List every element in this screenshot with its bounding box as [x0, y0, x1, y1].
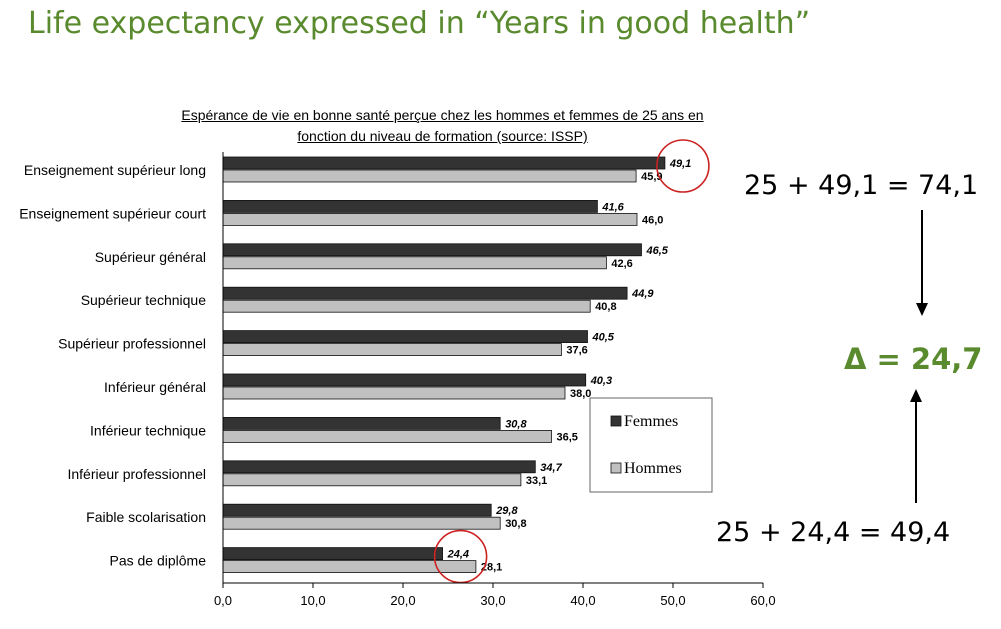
data-label-femmes: 29,8	[495, 505, 518, 517]
data-label-hommes: 37,6	[566, 345, 587, 357]
x-tick-label: 40,0	[570, 593, 595, 608]
data-label-femmes: 44,9	[631, 288, 654, 300]
x-tick-label: 50,0	[660, 593, 685, 608]
data-label-hommes: 38,0	[570, 388, 591, 400]
category-labels: Enseignement supérieur long Enseignement …	[19, 162, 206, 569]
x-tick-label: 20,0	[390, 593, 415, 608]
bar-femmes	[223, 157, 665, 169]
x-tick-label: 0,0	[214, 593, 232, 608]
bar-femmes	[223, 287, 627, 299]
x-tick-label: 30,0	[480, 593, 505, 608]
category-label: Enseignement supérieur court	[19, 205, 206, 221]
equation-top: 25 + 49,1 = 74,1	[744, 170, 978, 201]
data-label-femmes: 49,1	[669, 158, 691, 170]
bar-femmes	[223, 504, 491, 516]
legend-label-femmes: Femmes	[624, 413, 678, 430]
bar-femmes	[223, 417, 500, 429]
data-label-femmes: 30,8	[505, 418, 527, 430]
bar-hommes	[223, 344, 561, 356]
bar-femmes	[223, 331, 588, 343]
bar-femmes	[223, 200, 597, 212]
bars-layer: 49,145,941,646,046,542,644,940,840,537,6…	[223, 140, 709, 583]
category-label: Inférieur professionnel	[67, 466, 206, 482]
bar-hommes	[223, 170, 636, 182]
legend-label-hommes: Hommes	[624, 460, 682, 477]
category-label: Supérieur général	[95, 249, 206, 265]
category-label: Enseignement supérieur long	[24, 162, 206, 178]
category-label: Inférieur général	[104, 379, 206, 395]
data-label-femmes: 40,5	[592, 332, 615, 344]
category-label: Supérieur professionnel	[58, 336, 206, 352]
data-label-hommes: 40,8	[595, 301, 616, 313]
bar-hommes	[223, 213, 637, 225]
data-label-femmes: 40,3	[590, 375, 612, 387]
data-label-femmes: 41,6	[601, 201, 624, 213]
legend: Femmes Hommes	[590, 398, 712, 492]
bar-hommes	[223, 300, 590, 312]
category-label: Inférieur technique	[90, 422, 206, 438]
legend-swatch-femmes	[611, 416, 621, 426]
data-label-hommes: 33,1	[526, 475, 547, 487]
bar-hommes	[223, 474, 521, 486]
bar-hommes	[223, 517, 500, 529]
data-label-hommes: 46,0	[642, 214, 663, 226]
data-label-femmes: 34,7	[540, 462, 562, 474]
data-label-hommes: 36,5	[557, 431, 578, 443]
bar-femmes	[223, 244, 642, 256]
category-label: Pas de diplôme	[109, 553, 206, 569]
equation-bottom: 25 + 24,4 = 49,4	[716, 517, 950, 548]
data-label-hommes: 42,6	[611, 258, 632, 270]
arrow-up-head	[910, 389, 922, 402]
x-tick-label: 60,0	[750, 593, 775, 608]
bar-hommes	[223, 257, 606, 269]
delta-value: Δ = 24,7	[844, 342, 983, 376]
data-label-femmes: 24,4	[447, 549, 469, 561]
legend-swatch-hommes	[611, 463, 621, 473]
bar-hommes	[223, 430, 552, 442]
data-label-hommes: 30,8	[505, 518, 526, 530]
bar-hommes	[223, 387, 565, 399]
bar-femmes	[223, 374, 586, 386]
data-label-femmes: 46,5	[646, 245, 669, 257]
category-label: Faible scolarisation	[86, 509, 206, 525]
bar-femmes	[223, 461, 535, 473]
arrow-down-head	[916, 303, 928, 316]
category-label: Supérieur technique	[81, 292, 207, 308]
bar-femmes	[223, 548, 443, 560]
x-tick-label: 10,0	[300, 593, 325, 608]
